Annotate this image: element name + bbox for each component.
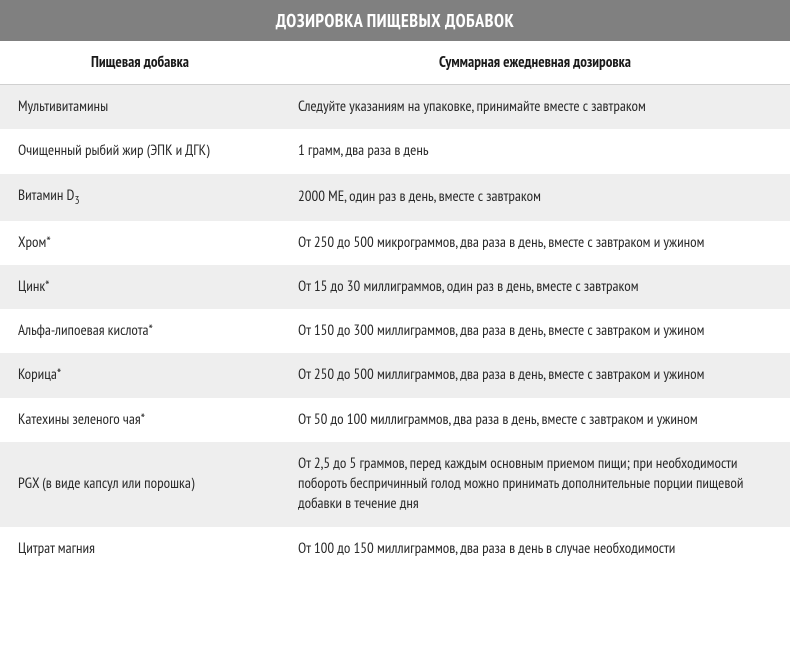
table-row: Цитрат магнияОт 100 до 150 миллиграммов,…: [0, 527, 790, 571]
cell-dosage: От 15 до 30 миллиграммов, один раз в ден…: [280, 265, 790, 309]
table-row: Очищенный рыбий жир (ЭПК и ДГК)1 грамм, …: [0, 129, 790, 173]
cell-supplement: PGX (в виде капсул или порошка): [0, 462, 280, 506]
cell-supplement: Мультивитамины: [0, 85, 280, 129]
cell-supplement: Альфа-липоевая кислота*: [0, 309, 280, 353]
cell-supplement: Цинк*: [0, 265, 280, 309]
table-row: Хром*От 250 до 500 микрограммов, два раз…: [0, 221, 790, 265]
cell-dosage: От 150 до 300 миллиграммов, два раза в д…: [280, 309, 790, 353]
table-header-row: Пищевая добавка Суммарная ежедневная доз…: [0, 41, 790, 85]
cell-dosage: Следуйте указаниям на упаковке, принимай…: [280, 85, 790, 129]
table-row: PGX (в виде капсул или порошка)От 2,5 до…: [0, 442, 790, 527]
cell-supplement: Цитрат магния: [0, 527, 280, 571]
table-row: МультивитаминыСледуйте указаниям на упак…: [0, 85, 790, 129]
header-dosage: Суммарная ежедневная дозировка: [280, 41, 790, 84]
cell-dosage: От 250 до 500 миллиграммов, два раза в д…: [280, 353, 790, 397]
cell-dosage: От 2,5 до 5 граммов, перед каждым основн…: [280, 442, 790, 527]
cell-supplement: Очищенный рыбий жир (ЭПК и ДГК): [0, 129, 280, 173]
cell-supplement: Хром*: [0, 221, 280, 265]
cell-dosage: 1 грамм, два раза в день: [280, 129, 790, 173]
cell-dosage: От 100 до 150 миллиграммов, два раза в д…: [280, 527, 790, 571]
table-row: Катехины зеленого чая*От 50 до 100 милли…: [0, 398, 790, 442]
table-row: Витамин D32000 МЕ, один раз в день, вмес…: [0, 174, 790, 221]
table-row: Корица*От 250 до 500 миллиграммов, два р…: [0, 353, 790, 397]
dosage-table: ДОЗИРОВКА ПИЩЕВЫХ ДОБАВОК Пищевая добавк…: [0, 0, 790, 571]
header-supplement: Пищевая добавка: [0, 41, 280, 84]
table-title: ДОЗИРОВКА ПИЩЕВЫХ ДОБАВОК: [0, 0, 790, 41]
subscript: 3: [74, 194, 79, 208]
table-body: МультивитаминыСледуйте указаниям на упак…: [0, 85, 790, 571]
cell-dosage: От 250 до 500 микрограммов, два раза в д…: [280, 221, 790, 265]
cell-dosage: От 50 до 100 миллиграммов, два раза в де…: [280, 398, 790, 442]
table-row: Цинк*От 15 до 30 миллиграммов, один раз …: [0, 265, 790, 309]
cell-supplement: Витамин D3: [0, 174, 280, 221]
cell-dosage: 2000 МЕ, один раз в день, вместе с завтр…: [280, 175, 790, 219]
cell-supplement: Корица*: [0, 353, 280, 397]
cell-supplement: Катехины зеленого чая*: [0, 398, 280, 442]
table-row: Альфа-липоевая кислота*От 150 до 300 мил…: [0, 309, 790, 353]
